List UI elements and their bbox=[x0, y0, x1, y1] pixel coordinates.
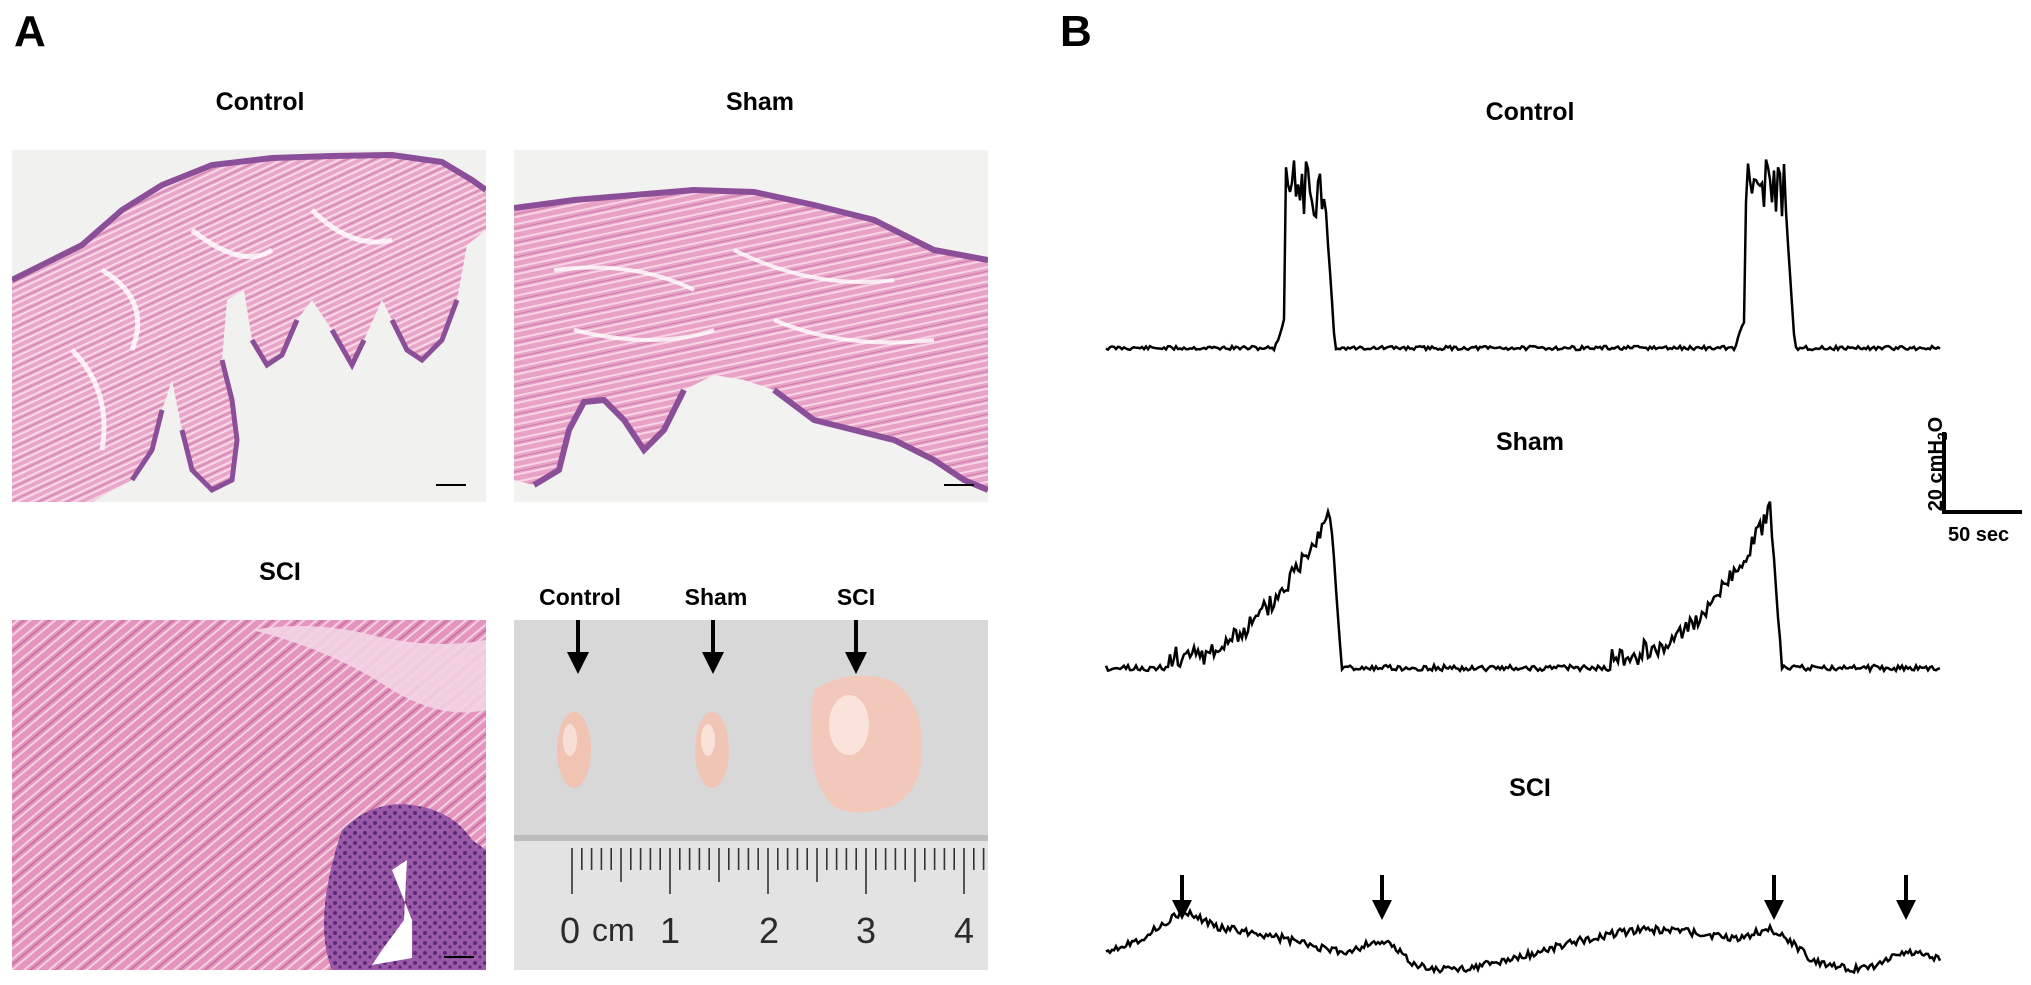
sci-arrow-2-icon bbox=[1372, 875, 1392, 920]
sci-histology-image bbox=[12, 620, 486, 970]
sci-arrow-3-icon bbox=[1764, 875, 1784, 920]
panel-a-title-control: Control bbox=[215, 88, 305, 116]
panel-letter-a: A bbox=[14, 7, 46, 56]
panel-b-title-control: Control bbox=[1485, 98, 1575, 126]
ruler-tick-0: 0 bbox=[560, 910, 581, 951]
ruler-tick-2: 2 bbox=[759, 910, 780, 951]
panel-b-title-sham: Sham bbox=[1495, 428, 1565, 456]
trace-sci bbox=[1105, 907, 1942, 975]
panel-letter-b: B bbox=[1060, 7, 1092, 56]
arrow-sci-icon bbox=[845, 620, 867, 674]
sham-histology-image bbox=[514, 150, 988, 502]
trace-sham bbox=[1104, 501, 1941, 675]
control-histology-image bbox=[12, 150, 486, 502]
panel-b-title-sci: SCI bbox=[1509, 774, 1551, 802]
photo-label-sham: Sham bbox=[684, 584, 748, 610]
photo-label-sci: SCI bbox=[836, 584, 876, 610]
scale-bar bbox=[1942, 432, 2022, 514]
ruler-unit: cm bbox=[592, 912, 635, 948]
sci-arrow-1-icon bbox=[1172, 875, 1192, 920]
ruler-ticks bbox=[571, 848, 985, 894]
bladder-photograph: 0 cm 1 2 3 4 bbox=[514, 620, 988, 970]
specimen-arrows bbox=[567, 620, 867, 674]
scale-bar-horizontal-label: 50 sec bbox=[1948, 524, 2010, 546]
ruler-tick-3: 3 bbox=[856, 910, 877, 951]
panel-a-title-sham: Sham bbox=[725, 88, 795, 116]
arrow-control-icon bbox=[567, 620, 589, 674]
ruler-labels: 0 cm 1 2 3 4 bbox=[514, 910, 988, 960]
photo-label-control: Control bbox=[539, 584, 621, 610]
sci-arrow-4-icon bbox=[1896, 875, 1916, 920]
arrow-sham-icon bbox=[702, 620, 724, 674]
ruler-tick-1: 1 bbox=[660, 910, 681, 951]
panel-a-title-sci: SCI bbox=[259, 558, 301, 586]
ruler-tick-4: 4 bbox=[954, 910, 975, 951]
scale-bar-vertical-label: 20 cmH2O bbox=[1925, 416, 1950, 512]
trace-control bbox=[1105, 159, 1941, 353]
